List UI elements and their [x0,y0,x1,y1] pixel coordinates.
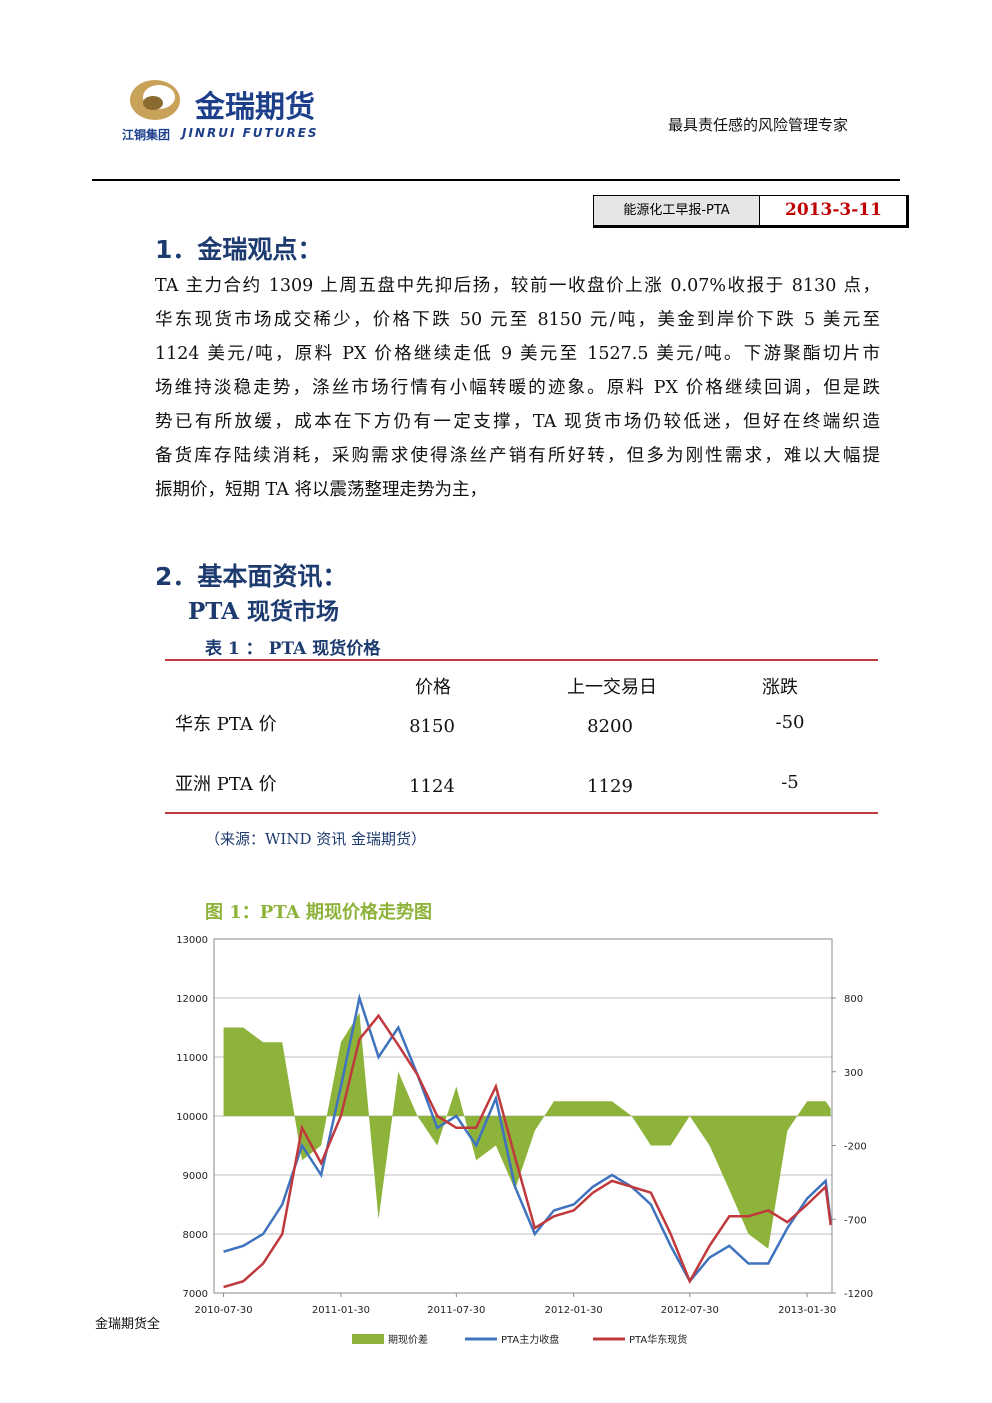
brand-en: JINRUI FUTURES [182,126,319,140]
price-line [223,1013,832,1289]
table-cell: -5 [781,772,799,793]
x-tick-label: 2012-07-30 [661,1305,719,1316]
x-tick-label: 2011-07-30 [427,1305,485,1316]
section-title: 2．基本面资讯： [155,562,348,591]
source: （来源：WIND 资讯 金瑞期货） [205,830,427,848]
table-cell: 1124 [409,776,455,797]
paragraph-line: 场维持淡稳走势，涤丝市场行情有小幅转暖的迹象。原料 PX 价格继续回调，但是跌 [155,378,880,398]
legend-label: 期现价差 [388,1333,428,1346]
table-cell: 1129 [587,776,633,797]
legend-swatch [352,1334,384,1344]
paragraph-line: 振期价，短期 TA 将以震荡整理走势为主， [155,480,487,500]
report-date: 2013-3-11 [785,200,882,220]
table-header: 涨跌 [762,677,798,698]
header-rule [92,179,900,181]
paragraph-line: 势已有所放缓，成本在下方仍有一定支撑，TA 现货市场仍较低迷，但好在终端织造 [155,412,880,432]
report-box: 能源化工早报-PTA 2013-3-11 [593,195,909,228]
y-tick-label: 9000 [183,1171,208,1182]
y2-tick-label: 800 [844,994,863,1005]
paragraph-line: 华东现货市场成交稀少，价格下跌 50 元至 8150 元/吨，美金到岸价下跌 5… [155,310,880,330]
paragraph-line: 备货库存陆续消耗，采购需求使得涤丝产销有所好转，但多为刚性需求，难以大幅提 [155,446,880,466]
y2-tick-label: -700 [844,1215,867,1226]
y2-tick-label: -1200 [844,1289,873,1300]
footer: 金瑞期货全 [95,1317,161,1332]
table-cell: 8200 [587,716,633,737]
y-tick-label: 11000 [176,1053,208,1064]
x-tick-label: 2013-01-30 [778,1305,836,1316]
logo-mark [130,80,180,120]
y-tick-label: 10000 [176,1112,208,1123]
legend-label: PTA华东现货 [629,1333,687,1346]
table-cell: -50 [775,712,805,733]
spread-area [223,1012,831,1249]
y-tick-label: 13000 [176,935,208,946]
table-header: 上一交易日 [567,677,657,698]
table-title: 表 1 ： PTA 现货价格 [205,639,381,659]
table-header: 价格 [415,677,451,698]
y-tick-label: 7000 [183,1289,208,1300]
slogan: 最具责任感的风险管理专家 [668,116,849,134]
row-label: 亚洲 PTA 价 [175,774,277,795]
x-tick-label: 2012-01-30 [545,1305,603,1316]
group: 江铜集团 [122,128,171,142]
x-tick-label: 2010-07-30 [195,1305,253,1316]
y2-tick-label: 300 [844,1068,863,1079]
y-tick-label: 8000 [183,1230,208,1241]
table-rule [165,812,878,814]
chart-frame [174,920,894,1341]
paragraph-line: TA 主力合约 1309 上周五盘中先抑后扬，较前一收盘价上涨 0.07%收报于… [155,276,880,296]
x-tick-label: 2011-01-30 [312,1305,370,1316]
table-cell: 8150 [409,716,455,737]
plot-border [213,938,833,1294]
table-rule [165,659,878,661]
y2-tick-label: -200 [844,1142,867,1153]
brand: 金瑞期货 [195,90,315,125]
figure-title: 图 1：PTA 期现价格走势图 [205,902,432,923]
chart: 7000 8000 9000 10000 11000 12000 13000 -1200 -70… [174,920,894,1346]
section-title: 1．金瑞观点： [155,235,323,264]
y-tick-label: 12000 [176,994,208,1005]
paragraph-line: 1124 美元/吨，原料 PX 价格继续走低 9 美元至 1527.5 美元/吨… [155,344,880,364]
legend-label: PTA主力收盘 [501,1333,559,1346]
subsection-title: PTA 现货市场 [188,598,340,625]
report-label: 能源化工早报-PTA [594,196,760,225]
row-label: 华东 PTA 价 [175,714,277,735]
